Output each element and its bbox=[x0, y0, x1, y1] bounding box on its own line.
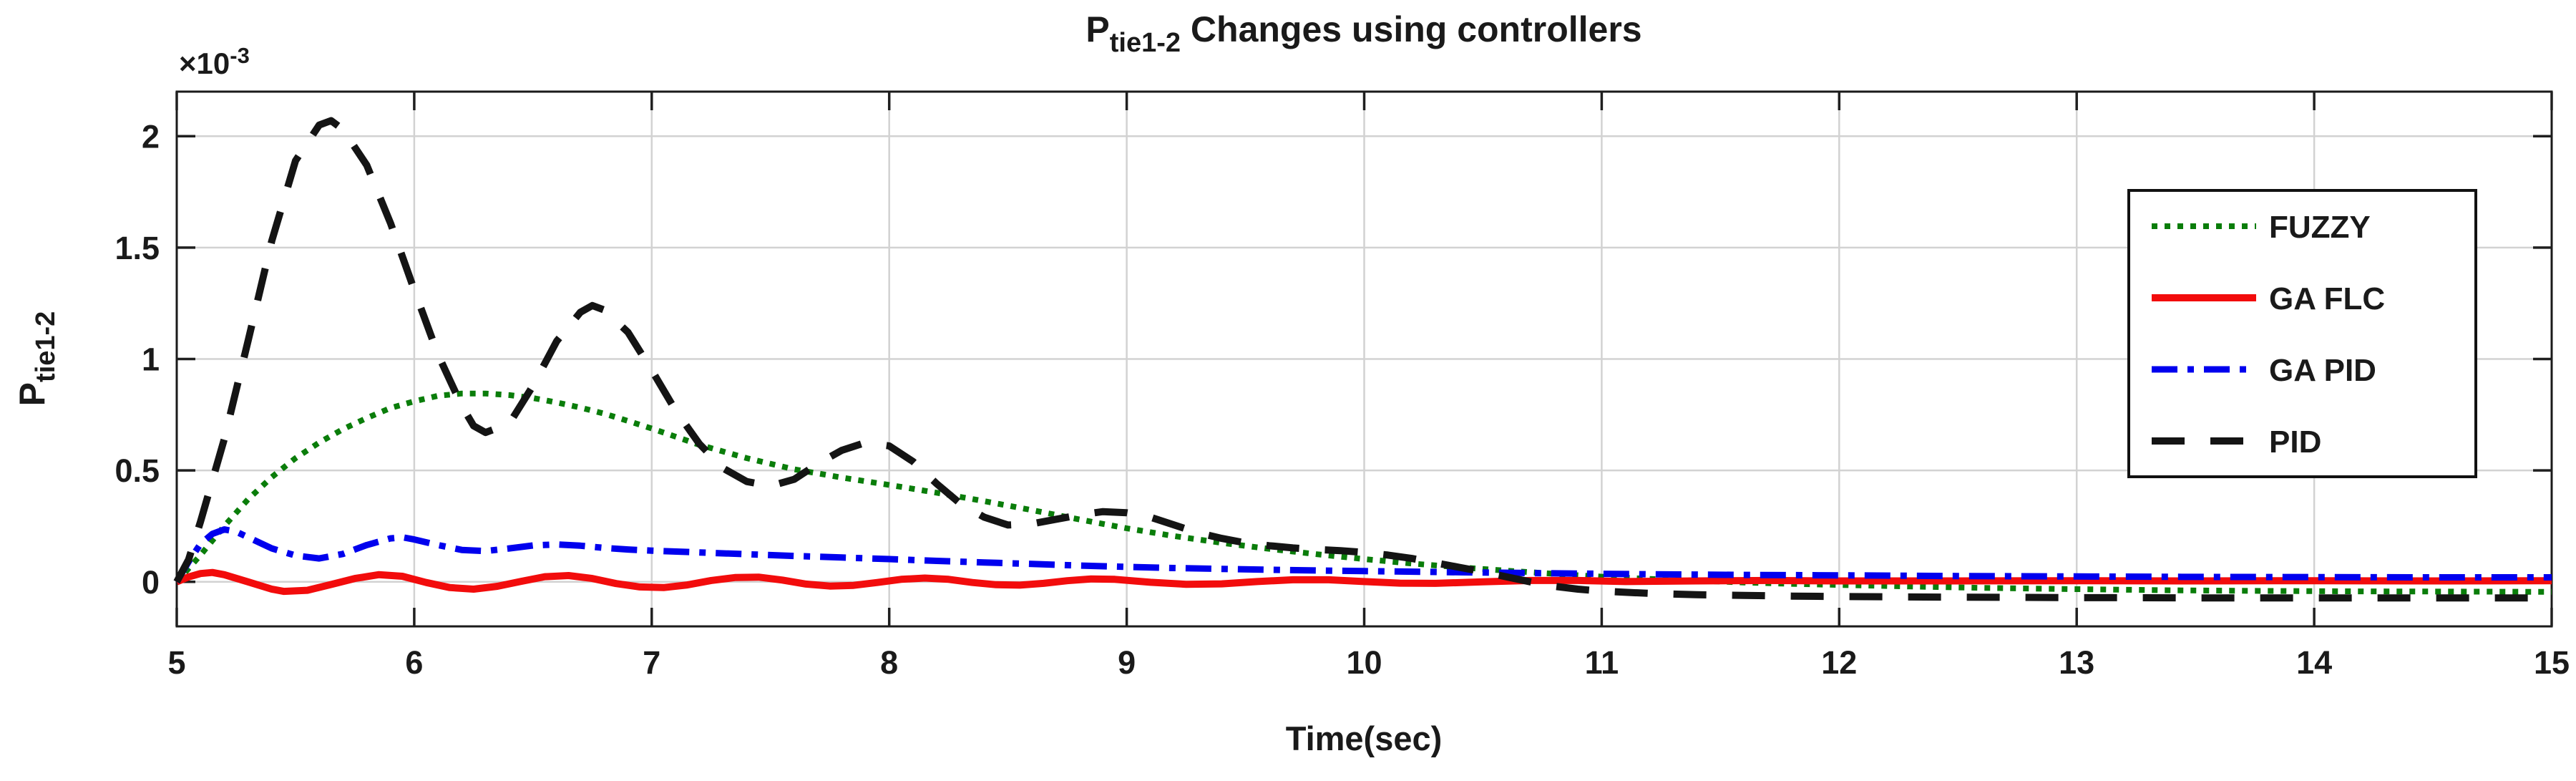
x-tick-label: 14 bbox=[2296, 644, 2332, 681]
x-tick-label: 8 bbox=[880, 644, 898, 681]
x-tick-label: 9 bbox=[1118, 644, 1136, 681]
legend-item-label: FUZZY bbox=[2269, 210, 2371, 245]
title-suffix: Changes using controllers bbox=[1181, 9, 1642, 49]
y-label-prefix: P bbox=[12, 382, 52, 406]
legend-item-label: GA FLC bbox=[2269, 281, 2385, 316]
x-tick-label: 15 bbox=[2534, 644, 2570, 681]
y-tick-label: 2 bbox=[142, 118, 160, 155]
x-tick-label: 6 bbox=[405, 644, 423, 681]
offset-exponent: -3 bbox=[230, 43, 250, 68]
x-tick-label: 11 bbox=[1585, 644, 1619, 681]
x-axis-label: Time(sec) bbox=[1286, 719, 1443, 757]
legend-layer: FUZZY GA FLC GA PID PID bbox=[2127, 189, 2477, 478]
series-line-ga-flc bbox=[175, 568, 2552, 596]
x-tick-label: 13 bbox=[2059, 644, 2094, 681]
series-line-pid bbox=[173, 117, 2552, 602]
y-label-subscript: tie1-2 bbox=[31, 311, 61, 382]
x-tick-label: 7 bbox=[643, 644, 660, 681]
series-line-ga-pid bbox=[174, 526, 2552, 584]
legend-item-label: PID bbox=[2269, 425, 2321, 460]
title-subscript: tie1-2 bbox=[1110, 28, 1181, 58]
series-layer bbox=[173, 117, 2552, 602]
y-axis-offset-label: ×10-3 bbox=[179, 43, 250, 80]
y-tick-label: 0 bbox=[142, 564, 160, 601]
x-tick-label: 10 bbox=[1346, 644, 1382, 681]
y-axis-label: Ptie1-2 bbox=[12, 311, 61, 407]
plot-title: Ptie1-2 Changes using controllers bbox=[1085, 9, 1641, 58]
y-tick-label: 1.5 bbox=[114, 230, 160, 266]
legend-box bbox=[2127, 189, 2477, 478]
offset-base: ×10 bbox=[179, 47, 230, 80]
x-tick-label: 12 bbox=[1821, 644, 1857, 681]
tick-label-layer: 5 6 7 8 9 10 11 12 13 14 15 0 0.5 1 1.5 2 bbox=[114, 118, 2570, 681]
y-tick-label: 1 bbox=[142, 341, 160, 378]
legend-item-label: GA PID bbox=[2269, 353, 2376, 388]
title-prefix: P bbox=[1085, 9, 1109, 49]
y-tick-label: 0.5 bbox=[114, 452, 160, 489]
x-tick-label: 5 bbox=[167, 644, 185, 681]
series-line-fuzzy bbox=[175, 390, 2552, 595]
